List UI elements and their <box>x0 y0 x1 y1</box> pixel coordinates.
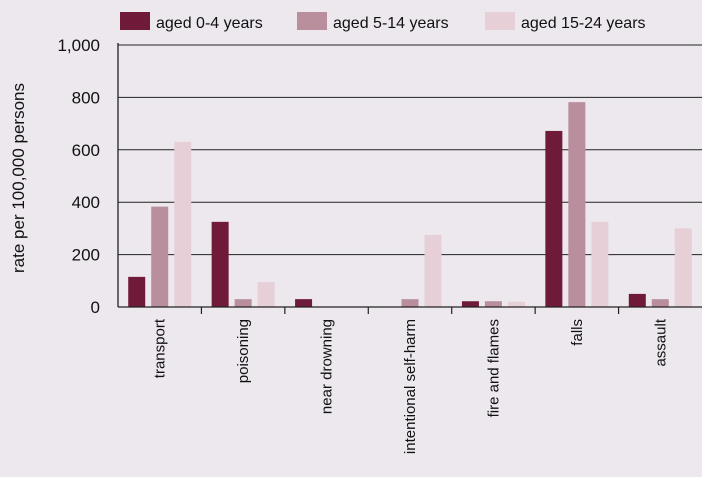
bar-poisoning-series-1 <box>234 299 252 307</box>
y-tick-label: 400 <box>72 193 100 212</box>
legend-swatch <box>297 12 327 30</box>
y-tick-label: 0 <box>91 298 100 317</box>
x-tick-label: transport <box>152 318 169 378</box>
x-tick-label: intentional self-harm <box>402 319 419 454</box>
y-tick-label: 600 <box>72 141 100 160</box>
bar-assault-series-1 <box>651 299 669 307</box>
legend-label: aged 0-4 years <box>156 15 263 32</box>
axes <box>117 43 702 314</box>
x-tick-labels: transport poisoning near drowning intention… <box>152 318 670 454</box>
x-tick-label: near drowning <box>319 319 336 414</box>
bar-near-drowning-series-0 <box>295 299 313 307</box>
y-tick-label: 800 <box>72 88 100 107</box>
legend: aged 0-4 years aged 5-14 years aged 15-24 … <box>120 12 646 32</box>
bar-assault-series-2 <box>674 228 692 307</box>
x-tick-label: assault <box>652 318 669 366</box>
bar-transport-series-2 <box>174 141 192 307</box>
gridlines <box>118 44 702 256</box>
y-tick-labels: 0 200 400 600 800 1,000 <box>57 36 100 317</box>
bar-transport-series-1 <box>151 206 169 307</box>
bar-fire-and-flames-series-1 <box>484 301 502 307</box>
y-tick-label: 200 <box>72 246 100 265</box>
bar-assault-series-0 <box>628 293 646 307</box>
bar-fire-and-flames-series-2 <box>507 301 525 307</box>
bar-poisoning-series-2 <box>257 282 275 307</box>
legend-swatch <box>485 12 515 30</box>
x-tick-label: falls <box>569 319 586 346</box>
bar-poisoning-series-0 <box>211 221 229 307</box>
y-axis-title: rate per 100,000 persons <box>9 83 28 273</box>
legend-label: aged 15-24 years <box>521 15 646 32</box>
y-tick-label: 1,000 <box>57 36 100 55</box>
legend-swatch <box>120 12 150 30</box>
legend-label: aged 5-14 years <box>333 15 449 32</box>
bar-falls-series-0 <box>545 130 563 307</box>
x-tick-label: fire and flames <box>485 319 502 417</box>
bar-fire-and-flames-series-0 <box>461 301 479 307</box>
bar-transport-series-0 <box>128 276 146 307</box>
bars <box>128 102 692 307</box>
bar-intentional-self-harm-series-1 <box>401 299 419 307</box>
bar-falls-series-1 <box>568 102 586 307</box>
bar-falls-series-2 <box>591 221 609 307</box>
bar-intentional-self-harm-series-2 <box>424 234 442 307</box>
x-tick-label: poisoning <box>235 319 252 383</box>
